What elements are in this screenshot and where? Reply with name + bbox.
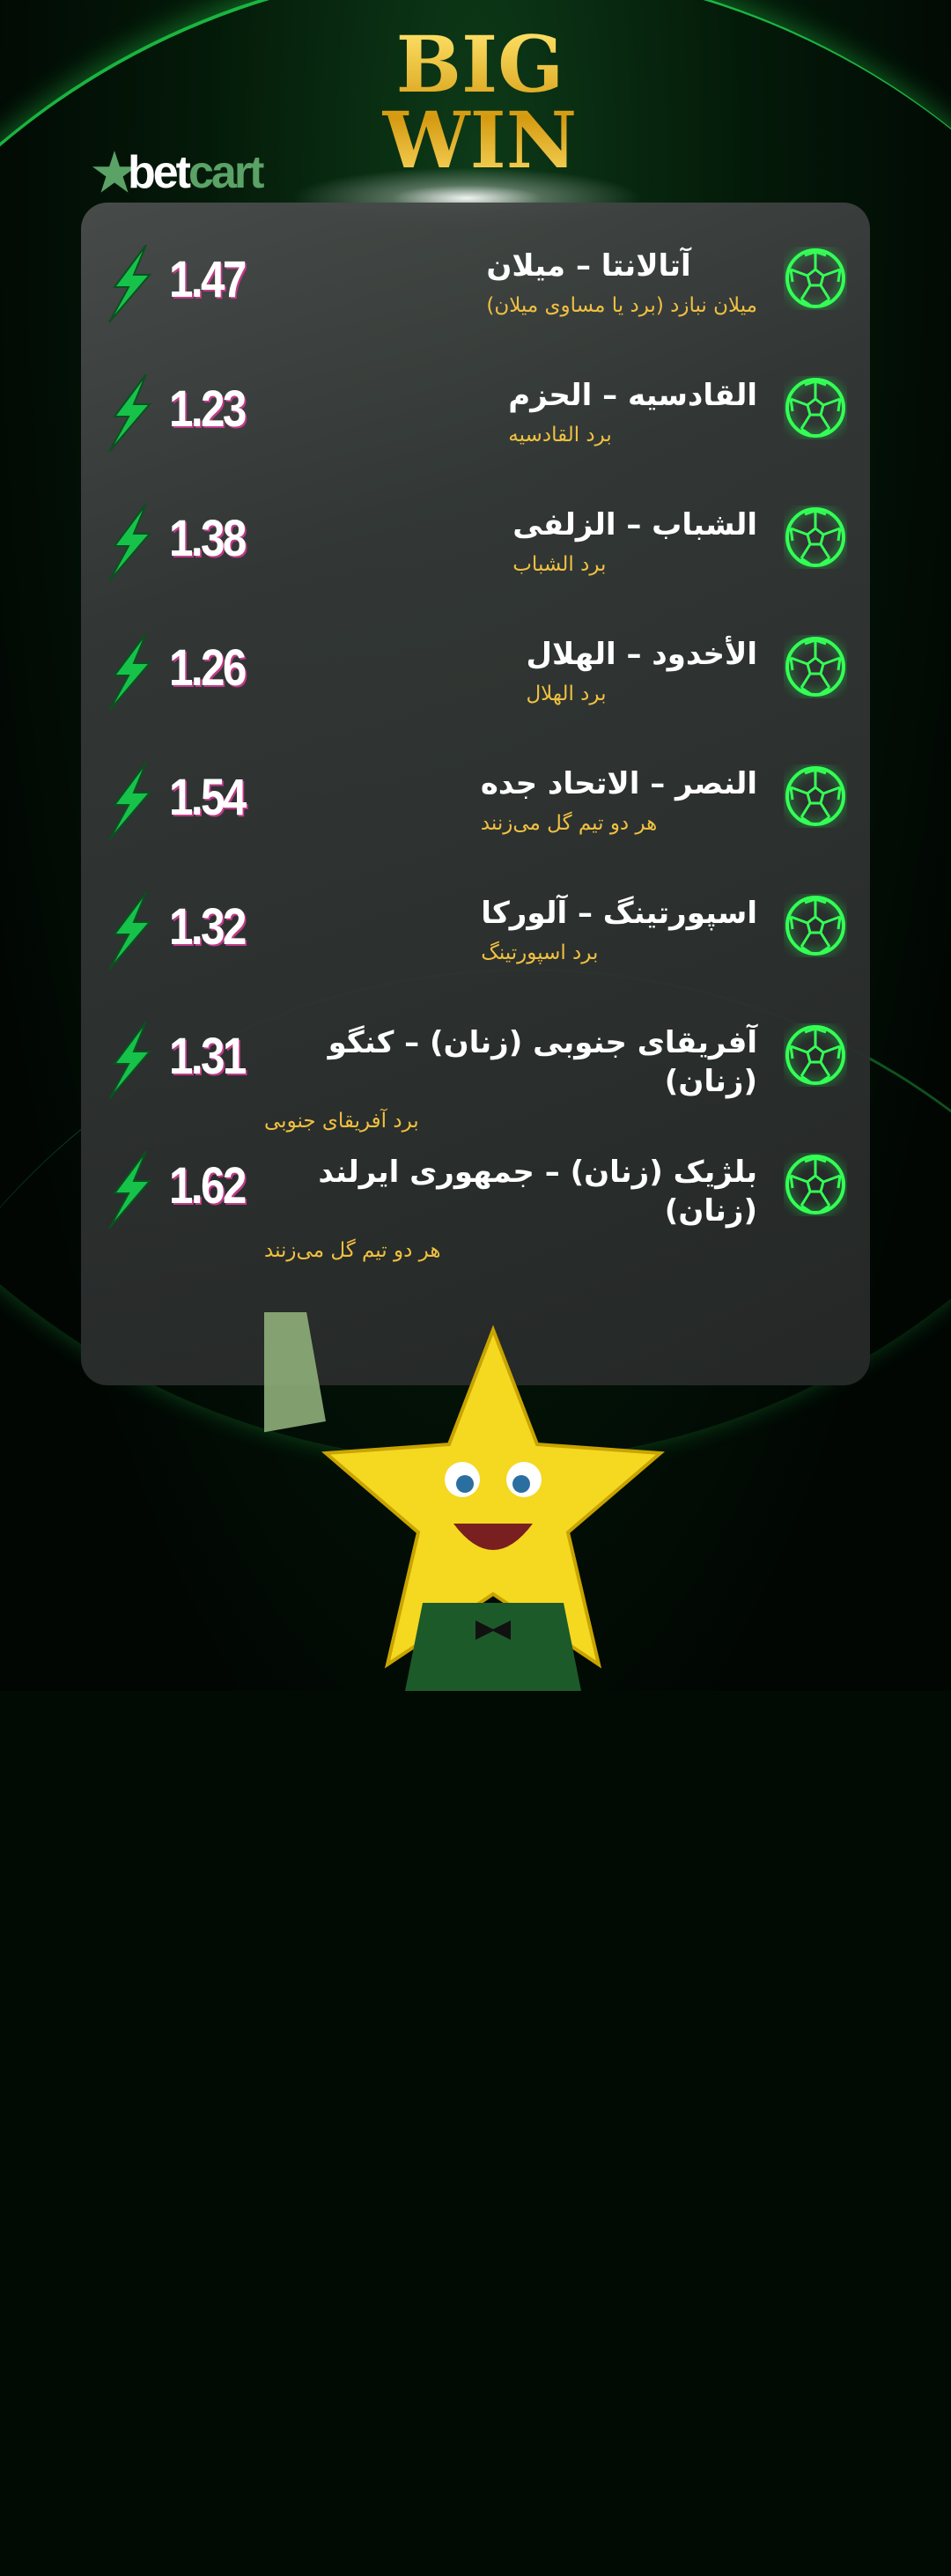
match-teams: آتالانتا – میلان [486,248,691,284]
match-texts: اسپورتینگ – آلورکا برد اسپورتینگ [481,894,757,966]
match-odds: 1.47 [169,251,247,308]
match-teams: اسپورتینگ – آلورکا [481,896,757,931]
match-row: اسپورتینگ – آلورکا برد اسپورتینگ 1.32 [81,891,870,1057]
soccer-ball-icon [784,1023,847,1087]
match-teams: القادسیه – الحزم [508,378,757,413]
match-pick: هر دو تیم گل می‌زنند [264,1239,441,1262]
match-odds: 1.62 [169,1157,247,1214]
soccer-ball-icon [784,1153,847,1216]
match-row: آتالانتا – میلان میلان نبازد (برد یا مسا… [81,244,870,410]
match-pick: هر دو تیم گل می‌زنند [480,812,658,835]
match-texts: الشباب – الزلفی برد الشباب [512,506,757,578]
match-odds: 1.32 [169,898,247,956]
lightning-bolt-icon [106,762,155,841]
match-row: آفریقای جنوبی (زنان) – کنگو (زنان) برد آ… [81,1021,870,1186]
matches-card [81,203,870,1385]
soccer-ball-icon [784,247,847,310]
match-texts: الأخدود – الهلال برد الهلال [526,635,757,707]
match-row: الأخدود – الهلال برد الهلال 1.26 [81,632,870,798]
lightning-bolt-icon [106,1021,155,1100]
lightning-bolt-icon [106,373,155,453]
lightning-bolt-icon [106,1150,155,1229]
match-pick: برد القادسیه [508,424,612,447]
star-icon: ★ [92,144,137,202]
lightning-bolt-icon [106,632,155,712]
match-odds: 1.38 [169,510,247,567]
match-odds: 1.54 [169,769,247,826]
soccer-ball-icon [784,894,847,957]
match-odds: 1.31 [169,1028,247,1085]
match-odds: 1.26 [169,639,247,697]
match-texts: بلژیک (زنان) – جمهوری ایرلند (زنان) هر د… [264,1153,757,1264]
lightning-bolt-icon [106,244,155,323]
match-teams: الأخدود – الهلال [526,637,757,672]
match-pick: برد اسپورتینگ [481,941,599,964]
soccer-ball-icon [784,506,847,569]
betcart-logo: ★ bet cart [92,144,264,202]
match-teams: الشباب – الزلفی [512,507,757,543]
match-texts: آفریقای جنوبی (زنان) – کنگو (زنان) برد آ… [264,1023,757,1134]
match-pick: برد الشباب [512,553,607,576]
match-pick: برد آفریقای جنوبی [264,1110,419,1133]
match-teams: بلژیک (زنان) – جمهوری ایرلند (زنان) [318,1155,757,1229]
soccer-ball-icon [784,376,847,439]
match-row: النصر – الاتحاد جده هر دو تیم گل می‌زنند… [81,762,870,927]
match-teams: آفریقای جنوبی (زنان) – کنگو (زنان) [328,1025,757,1099]
match-teams: النصر – الاتحاد جده [480,766,757,801]
lightning-bolt-icon [106,503,155,582]
match-texts: النصر – الاتحاد جده هر دو تیم گل می‌زنند [481,764,757,837]
match-pick: میلان نبازد (برد یا مساوی میلان) [486,294,757,317]
soccer-ball-icon [784,764,847,828]
match-pick: برد الهلال [526,683,607,705]
match-row: القادسیه – الحزم برد القادسیه 1.23 [81,373,870,539]
match-odds: 1.23 [169,380,247,438]
lightning-bolt-icon [106,891,155,971]
soccer-ball-icon [784,635,847,698]
star-mascot-icon [264,1312,665,1691]
match-row: بلژیک (زنان) – جمهوری ایرلند (زنان) هر د… [81,1150,870,1316]
big-win-title: BIG WIN [379,26,581,178]
match-texts: القادسیه – الحزم برد القادسیه [508,376,757,448]
match-texts: آتالانتا – میلان میلان نبازد (برد یا مسا… [486,247,757,319]
title-line-1: BIG [395,18,564,110]
match-row: الشباب – الزلفی برد الشباب 1.38 [81,503,870,668]
